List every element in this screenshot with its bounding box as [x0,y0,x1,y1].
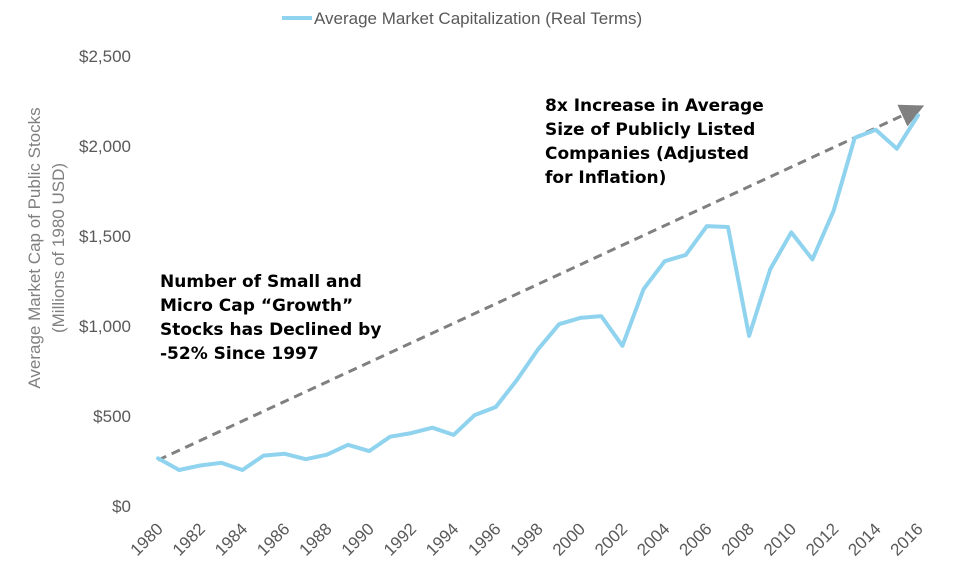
x-axis-ticks: 1980 1982 1984 1986 1988 1990 1992 1994 1996 1998… [127,519,927,559]
x-tick-label: 2002 [591,519,631,559]
annotation-8x-increase-line-4: for Inflation) [545,168,666,188]
annotation-small-cap-line-1: Number of Small and [160,272,362,292]
x-tick-label: 1988 [296,519,336,559]
annotation-small-cap-decline: Number of Small and Micro Cap “Growth” S… [160,272,387,364]
x-tick-label: 1992 [380,519,420,559]
y-tick-label: $500 [93,407,131,426]
y-tick-label: $2,000 [79,137,131,156]
y-axis-title-line-2: (Millions of 1980 USD) [49,163,68,333]
annotation-small-cap-line-2: Micro Cap “Growth” [160,296,353,316]
market-cap-series-line [156,113,920,472]
x-tick-label: 1984 [211,519,251,559]
x-tick-label: 2000 [549,519,589,559]
y-axis-ticks: $0 $500 $1,000 $1,500 $2,000 $2,500 [79,47,131,516]
x-tick-label: 1986 [253,519,293,559]
x-tick-label: 2006 [676,519,716,559]
x-tick-label: 1996 [464,519,504,559]
annotation-small-cap-line-4: -52% Since 1997 [160,344,319,364]
x-tick-label: 1990 [338,519,378,559]
x-tick-label: 1980 [127,519,167,559]
x-tick-label: 2014 [844,519,884,559]
y-tick-label: $2,500 [79,47,131,66]
x-tick-label: 2012 [802,519,842,559]
y-axis-title: Average Market Cap of Public Stocks (Mil… [25,107,68,388]
annotation-8x-increase-line-3: Companies (Adjusted [545,144,749,164]
annotation-8x-increase-line-1: 8x Increase in Average [545,96,764,116]
annotation-8x-increase: 8x Increase in Average Size of Publicly … [545,96,770,188]
x-tick-label: 1994 [422,519,462,559]
annotation-8x-increase-line-2: Size of Publicly Listed [545,120,755,140]
annotation-small-cap-line-3: Stocks has Declined by [160,320,381,340]
legend-label: Average Market Capitalization (Real Term… [314,9,642,28]
y-tick-label: $1,000 [79,317,131,336]
x-tick-label: 1998 [507,519,547,559]
y-tick-label: $1,500 [79,227,131,246]
trend-arrow-line [157,104,925,462]
x-tick-label: 2008 [718,519,758,559]
x-tick-label: 2016 [887,519,927,559]
y-axis-title-line-1: Average Market Cap of Public Stocks [25,107,44,388]
y-tick-label: $0 [112,497,131,516]
x-tick-label: 2004 [633,519,673,559]
x-tick-label: 1982 [169,519,209,559]
x-tick-label: 2010 [760,519,800,559]
legend: Average Market Capitalization (Real Term… [282,9,642,28]
